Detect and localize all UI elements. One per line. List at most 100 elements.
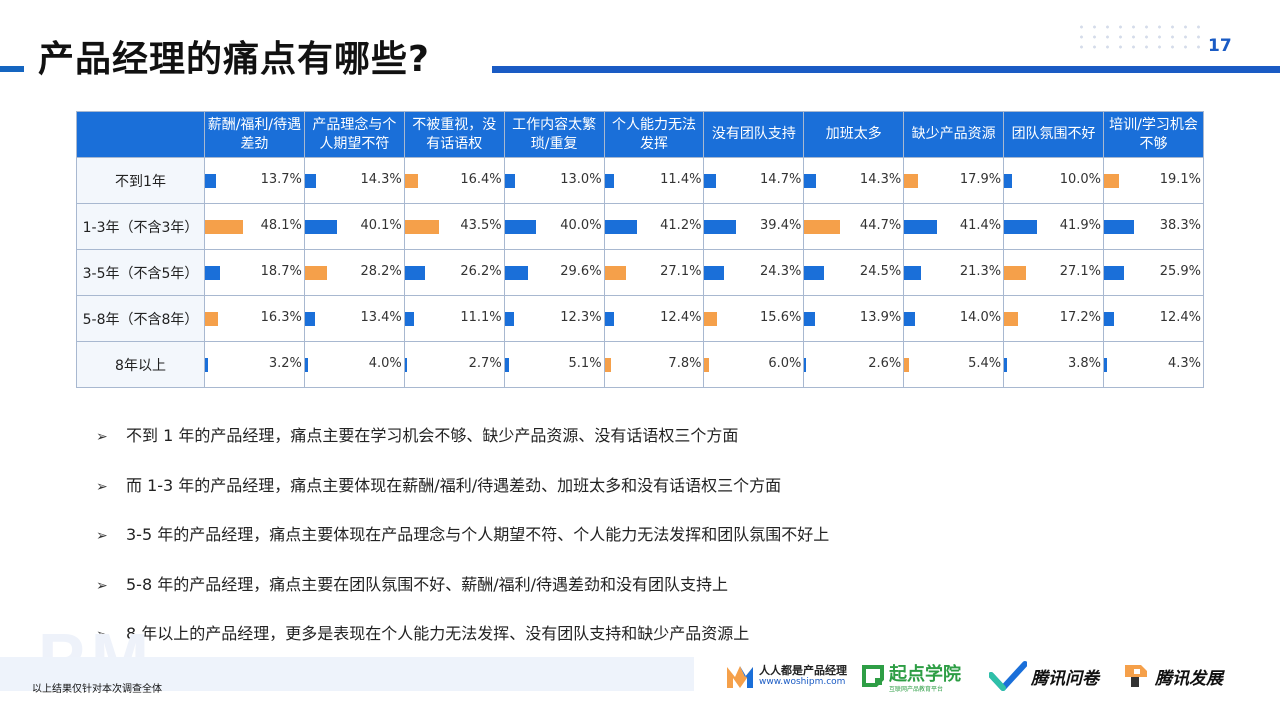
bar: [404, 220, 440, 234]
data-cell: 10.0%: [1003, 157, 1105, 204]
bar-value-label: 48.1%: [260, 218, 302, 233]
data-cell: 40.0%: [503, 203, 605, 250]
column-header: 加班太多: [803, 111, 905, 158]
column-header: 缺少产品资源: [903, 111, 1005, 158]
bar: [904, 312, 916, 326]
fazhan-name: 腾讯发展: [1155, 668, 1223, 689]
bar-value-label: 40.0%: [560, 218, 602, 233]
qidian-logo: 起点学院 互联网产品教育平台: [861, 656, 961, 696]
bar-value-label: 29.6%: [560, 264, 602, 279]
bottom-band: [0, 657, 694, 691]
column-header: 工作内容太繁琐/重复: [503, 111, 605, 158]
bar-value-label: 3.8%: [1067, 356, 1102, 371]
data-cell: 6.0%: [703, 341, 805, 388]
bar: [904, 358, 909, 372]
column-header: 没有团队支持: [703, 111, 805, 158]
woshipm-url: www.woshipm.com: [759, 676, 846, 687]
bullet-item: ➢ 不到 1 年的产品经理，痛点主要在学习机会不够、缺少产品资源、没有话语权三个方…: [96, 424, 829, 474]
bar: [205, 312, 218, 326]
bar-value-label: 17.9%: [959, 172, 1002, 187]
data-cell: 5.4%: [903, 341, 1005, 388]
bar-value-label: 13.9%: [859, 310, 902, 325]
page-title: 产品经理的痛点有哪些?: [38, 39, 430, 80]
title-underline: [492, 66, 1280, 73]
data-cell: 24.3%: [703, 249, 805, 296]
bar-value-label: 16.4%: [460, 172, 502, 187]
bar-value-label: 27.1%: [1059, 264, 1102, 279]
qidian-mark-icon: [862, 665, 884, 687]
decorative-dots: [1075, 22, 1205, 52]
bar-value-label: 11.4%: [660, 172, 702, 187]
bar-value-label: 25.9%: [1159, 264, 1201, 279]
table-row: 8年以上 3.2% 4.0% 2.7% 5.1% 7.8% 6.0% 2.6% 5.4% 3.8%…: [76, 341, 1204, 388]
data-cell: 41.4%: [903, 203, 1005, 250]
footnote: 以上结果仅针对本次调查全体: [32, 684, 162, 695]
bullet-item: ➢ 3-5 年的产品经理，痛点主要体现在产品理念与个人期望不符、个人能力无法发挥和…: [96, 523, 829, 573]
bar-value-label: 43.5%: [460, 218, 502, 233]
bar-value-label: 41.4%: [959, 218, 1002, 233]
arrow-bullet-icon: ➢: [96, 429, 108, 445]
data-cell: 16.3%: [204, 295, 305, 342]
bar: [304, 174, 317, 188]
bar: [804, 312, 816, 326]
bullet-text: 而 1-3 年的产品经理，痛点主要体现在薪酬/福利/待遇差劲、加班太多和没有话语…: [126, 475, 782, 495]
wenjuan-name: 腾讯问卷: [1031, 668, 1099, 689]
partner-logos: 人人都是产品经理 www.woshipm.com 起点学院 互联网产品教育平台 …: [725, 656, 1255, 696]
data-cell: 27.1%: [603, 249, 705, 296]
data-cell: 2.7%: [403, 341, 505, 388]
bar: [1004, 266, 1026, 280]
bar: [205, 220, 243, 234]
bar-value-label: 27.1%: [660, 264, 702, 279]
bar-value-label: 38.3%: [1159, 218, 1201, 233]
data-cell: 14.3%: [803, 157, 905, 204]
bar: [504, 174, 515, 188]
data-cell: 14.0%: [903, 295, 1005, 342]
bar: [804, 266, 824, 280]
column-header: 产品理念与个人期望不符: [303, 111, 405, 158]
bullet-text: 不到 1 年的产品经理，痛点主要在学习机会不够、缺少产品资源、没有话语权三个方面: [126, 426, 739, 445]
table-row: 1-3年（不含3年） 48.1% 40.1% 43.5% 40.0% 41.2% 39.4%…: [76, 203, 1204, 250]
arrow-bullet-icon: ➢: [96, 478, 108, 495]
data-cell: 3.2%: [204, 341, 305, 388]
bar-value-label: 13.0%: [560, 172, 602, 187]
bullet-text: 5-8 年的产品经理，痛点主要在团队氛围不好、薪酬/福利/待遇差劲和没有团队支持…: [126, 574, 729, 594]
data-cell: 25.9%: [1103, 249, 1204, 296]
data-cell: 7.8%: [603, 341, 705, 388]
arrow-bullet-icon: ➢: [96, 577, 108, 594]
data-cell: 4.0%: [303, 341, 405, 388]
column-header: 团队氛围不好: [1003, 111, 1105, 158]
bar: [404, 358, 407, 372]
bar: [404, 266, 426, 280]
bar-value-label: 26.2%: [460, 264, 502, 279]
bullet-list: ➢ 不到 1 年的产品经理，痛点主要在学习机会不够、缺少产品资源、没有话语权三个方…: [96, 424, 829, 672]
data-cell: 17.9%: [903, 157, 1005, 204]
table-row: 5-8年（不含8年） 16.3% 13.4% 11.1% 12.3% 12.4% 15.6%…: [76, 295, 1204, 342]
data-cell: 2.6%: [803, 341, 905, 388]
bar-value-label: 17.2%: [1059, 310, 1102, 325]
table-row: 3-5年（不含5年） 18.7% 28.2% 26.2% 29.6% 27.1% 24.3%…: [76, 249, 1204, 296]
bar: [504, 312, 515, 326]
bar: [404, 174, 418, 188]
bar-value-label: 6.0%: [768, 356, 802, 371]
bar: [904, 220, 937, 234]
bar: [904, 174, 919, 188]
bar: [604, 266, 626, 280]
data-cell: 39.4%: [703, 203, 805, 250]
bar-value-label: 41.9%: [1059, 218, 1102, 233]
data-cell: 11.1%: [403, 295, 505, 342]
row-label: 5-8年（不含8年）: [76, 295, 205, 342]
data-cell: 38.3%: [1103, 203, 1204, 250]
data-cell: 11.4%: [603, 157, 705, 204]
bar: [1104, 312, 1114, 326]
bar: [1104, 266, 1125, 280]
tencent-wenjuan-logo: 腾讯问卷: [989, 656, 1099, 696]
bar: [704, 220, 736, 234]
bar: [1104, 174, 1120, 188]
row-label: 不到1年: [76, 157, 205, 204]
bar: [804, 220, 840, 234]
bar: [1004, 312, 1018, 326]
bar-value-label: 44.7%: [859, 218, 902, 233]
bar: [704, 266, 724, 280]
checkmark-icon: [989, 661, 1027, 691]
bar-value-label: 21.3%: [959, 264, 1002, 279]
